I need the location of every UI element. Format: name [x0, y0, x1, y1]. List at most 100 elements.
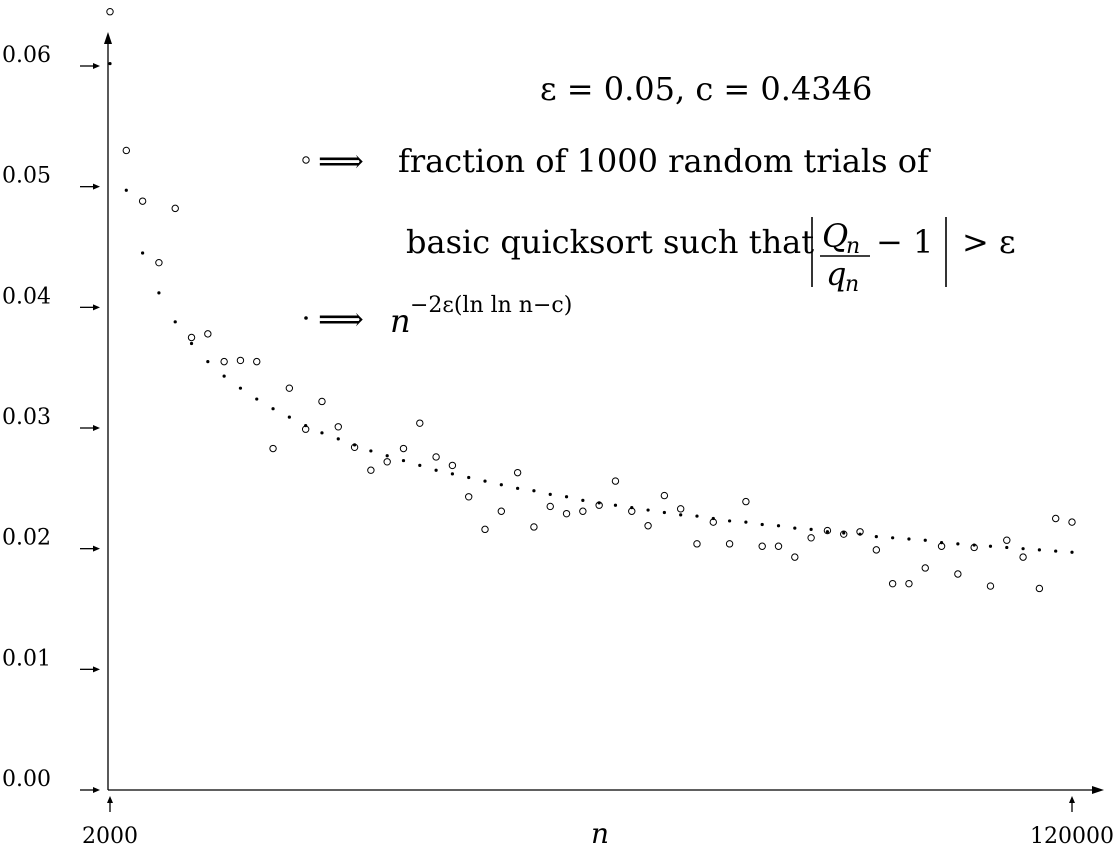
formula-point	[1070, 550, 1074, 554]
formula-point	[124, 188, 128, 192]
formula-point	[483, 479, 487, 483]
formula-point	[255, 397, 259, 401]
parameter-annotation: ε = 0.05, c = 0.4346	[540, 70, 872, 108]
y-ticks: 0.00 0.01 0.02 0.03 0.04 0.05 0.06	[2, 43, 100, 793]
formula-point	[189, 341, 194, 346]
formula-point	[825, 530, 830, 534]
legend-circle-text-line1: fraction of 1000 random trials of	[398, 142, 931, 180]
trial-fraction-point	[1019, 553, 1027, 561]
y-tick-arrowhead	[93, 304, 100, 311]
trial-fraction-point	[187, 333, 196, 342]
trial-fraction-point	[840, 530, 848, 538]
formula-point	[646, 508, 650, 512]
formula-point	[564, 495, 569, 499]
trial-fraction-point	[579, 507, 587, 515]
formula-point	[548, 492, 552, 496]
formula-point	[907, 537, 911, 541]
trial-fraction-point	[432, 453, 440, 461]
formula-point	[744, 520, 748, 524]
ratio-denominator-sub: n	[845, 272, 859, 297]
formula-point	[809, 527, 813, 531]
minus-one: − 1	[876, 223, 933, 261]
formula-point	[336, 437, 340, 441]
formula-point	[874, 535, 878, 539]
trial-fraction-point	[921, 564, 929, 572]
x-tick-arrowhead	[1069, 796, 1075, 803]
formula-point	[238, 386, 243, 390]
trial-fraction-point	[758, 542, 766, 550]
trial-fraction-point	[220, 357, 228, 366]
formula-point	[157, 291, 161, 295]
trial-fraction-point	[269, 444, 277, 453]
formula-point	[1037, 548, 1041, 552]
formula-point	[434, 468, 438, 472]
trial-fraction-point	[856, 528, 864, 536]
formula-point	[988, 544, 993, 548]
trial-fraction-point	[823, 526, 832, 535]
formula-point	[613, 503, 618, 507]
y-axis-arrowhead	[104, 32, 112, 44]
trial-fraction-point	[1003, 536, 1011, 544]
trial-fraction-point	[301, 425, 310, 433]
trial-fraction-point	[546, 502, 554, 511]
trial-fraction-point	[481, 525, 489, 534]
formula-point	[271, 407, 275, 411]
trial-fraction-point	[676, 505, 685, 513]
formula-base: n	[390, 302, 411, 340]
trial-fraction-point	[285, 384, 294, 392]
x-axis-arrowhead	[1092, 786, 1104, 794]
x-axis-label: n	[591, 817, 609, 850]
trial-fraction-point	[1035, 584, 1044, 593]
trial-fraction-point	[937, 542, 946, 550]
y-tick-label: 0.03	[2, 405, 51, 430]
formula-point	[418, 463, 422, 468]
y-tick-arrowhead	[93, 183, 100, 190]
x-tick-label: 120000	[1030, 824, 1114, 849]
trial-fraction-point	[416, 419, 424, 427]
formula-point	[516, 486, 520, 490]
trial-fraction-point	[611, 477, 620, 485]
trial-fraction-point	[595, 501, 603, 509]
y-tick-label: 0.04	[2, 284, 51, 309]
trial-fraction-point	[954, 570, 962, 578]
ratio-numerator-sub: n	[846, 234, 860, 259]
trial-fraction-point	[171, 204, 179, 213]
formula-point	[1021, 547, 1025, 551]
legend-circle-marker	[302, 156, 310, 164]
trial-fraction-point	[138, 197, 147, 205]
formula-point	[727, 519, 732, 523]
legend-arrow-dot: ⟹	[318, 300, 364, 338]
x-tick-arrowhead	[107, 796, 113, 803]
formula-point	[532, 489, 536, 493]
formula-point	[206, 360, 210, 364]
trial-fraction-point	[905, 579, 913, 588]
trial-fraction-point	[725, 540, 734, 548]
ratio-numerator: Q	[822, 217, 848, 255]
y-tick-label: 0.02	[2, 526, 51, 551]
y-tick-arrowhead	[93, 666, 100, 673]
formula-point	[679, 513, 683, 517]
trial-fraction-point	[448, 461, 457, 470]
formula-point	[385, 454, 389, 458]
trial-fraction-point	[513, 468, 522, 477]
greater-than-epsilon: > ε	[962, 223, 1016, 261]
trial-fraction-point	[970, 543, 978, 552]
trial-fraction-point	[628, 507, 636, 515]
x-ticks: 2000 120000	[82, 796, 1114, 849]
trial-fraction-point	[497, 507, 506, 515]
y-tick-label: 0.01	[2, 646, 51, 671]
formula-exponent: −2ε(ln ln n−c)	[410, 293, 572, 318]
formula-point	[581, 498, 585, 502]
formula-point	[956, 542, 960, 546]
trial-fraction-point	[986, 582, 995, 590]
y-tick-label: 0.06	[2, 43, 51, 68]
formula-point	[108, 61, 112, 66]
trial-fraction-point	[383, 458, 391, 466]
formula-point	[760, 522, 764, 527]
trial-fraction-point	[709, 518, 717, 526]
formula-point	[923, 538, 927, 542]
formula-point	[320, 431, 324, 435]
formula-point	[842, 531, 846, 535]
formula-point	[173, 320, 177, 324]
trial-fraction-point	[660, 491, 669, 500]
